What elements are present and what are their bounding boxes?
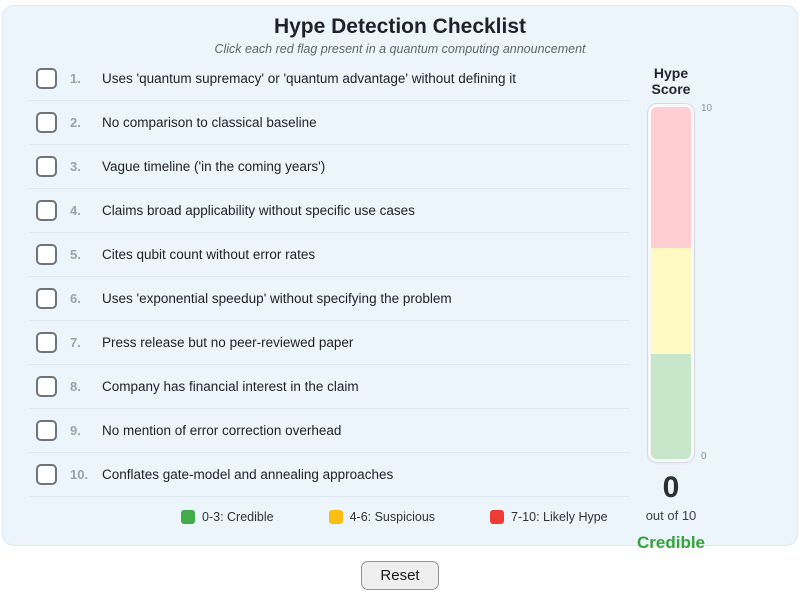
- hype-checklist-panel: Hype Detection Checklist Click each red …: [2, 5, 798, 552]
- item-number: 2.: [70, 115, 81, 131]
- item-checkbox[interactable]: [36, 156, 57, 178]
- checklist-item[interactable]: 10. Conflates gate-model and annealing ap…: [29, 453, 629, 498]
- gauge-wrap: 10 0: [648, 104, 712, 463]
- item-number: 7.: [70, 335, 81, 351]
- item-number: 8.: [70, 379, 81, 395]
- item-label: Cites qubit count without error rates: [102, 247, 316, 263]
- checklist-item[interactable]: 5. Cites qubit count without error rates: [29, 233, 629, 278]
- legend-item: 4-6: Suspicious: [328, 510, 436, 525]
- item-checkbox[interactable]: [36, 420, 57, 442]
- checklist-item[interactable]: 2. No comparison to classical baseline: [29, 101, 629, 146]
- checklist: 1. Uses 'quantum supremacy' or 'quantum a…: [29, 57, 629, 498]
- gauge-zone-4-6: [651, 248, 691, 354]
- legend: 0-3: Credible 4-6: Suspicious 7-10: Likely…: [29, 510, 629, 525]
- legend-item: 7-10: Likely Hype: [490, 510, 608, 525]
- legend-label: 7-10: Likely Hype: [511, 510, 608, 525]
- gauge-min-tick: 0: [701, 451, 707, 463]
- legend-swatch: [181, 510, 195, 525]
- item-number: 10.: [70, 467, 89, 483]
- item-number: 4.: [70, 203, 81, 219]
- score-caption: out of 10: [645, 508, 697, 524]
- page-title: Hype Detection Checklist: [273, 15, 527, 38]
- checklist-item[interactable]: 8. Company has financial interest in the …: [29, 365, 629, 410]
- item-number: 9.: [70, 423, 81, 439]
- item-number: 5.: [70, 247, 81, 263]
- item-label: Uses 'quantum supremacy' or 'quantum adv…: [102, 71, 517, 87]
- item-number: 1.: [70, 71, 81, 87]
- item-label: No comparison to classical baseline: [102, 115, 317, 131]
- header: Hype Detection Checklist Click each red …: [3, 6, 797, 56]
- item-checkbox[interactable]: [36, 68, 57, 90]
- item-number: 3.: [70, 159, 81, 175]
- item-checkbox[interactable]: [36, 244, 57, 266]
- item-label: No mention of error correction overhead: [102, 423, 342, 439]
- item-checkbox[interactable]: [36, 200, 57, 222]
- legend-swatch: [328, 510, 343, 525]
- checklist-item[interactable]: 1. Uses 'quantum supremacy' or 'quantum a…: [29, 57, 629, 102]
- legend-label: 4-6: Suspicious: [349, 510, 436, 525]
- checklist-item[interactable]: 3. Vague timeline ('in the coming years'): [29, 145, 629, 190]
- gauge-zone-0-3: [651, 353, 691, 460]
- item-label: Uses 'exponential speedup' without speci…: [102, 291, 452, 307]
- score-value: 0: [662, 471, 680, 505]
- item-label: Conflates gate-model and annealing appro…: [102, 467, 394, 483]
- item-label: Claims broad applicability without speci…: [102, 203, 415, 219]
- item-label: Company has financial interest in the cl…: [102, 379, 359, 395]
- item-label: Press release but no peer-reviewed paper: [102, 335, 354, 351]
- item-label: Vague timeline ('in the coming years'): [102, 159, 326, 175]
- checklist-column: 1. Uses 'quantum supremacy' or 'quantum a…: [29, 57, 629, 553]
- reset-button[interactable]: Reset: [361, 561, 439, 590]
- item-number: 6.: [70, 291, 81, 307]
- gauge-max-tick: 10: [701, 103, 713, 115]
- score-verdict: Credible: [636, 533, 706, 553]
- page-subtitle: Click each red flag present in a quantum…: [214, 42, 586, 57]
- gauge-zone-7-10: [651, 107, 691, 249]
- item-checkbox[interactable]: [36, 112, 57, 134]
- item-checkbox[interactable]: [36, 464, 57, 486]
- item-checkbox[interactable]: [36, 376, 57, 398]
- legend-swatch: [490, 510, 505, 525]
- hype-score-gauge: [648, 104, 694, 463]
- checklist-item[interactable]: 7. Press release but no peer-reviewed pap…: [29, 321, 629, 366]
- checklist-item[interactable]: 9. No mention of error correction overhea…: [29, 409, 629, 454]
- item-checkbox[interactable]: [36, 332, 57, 354]
- legend-item: 0-3: Credible: [181, 510, 274, 525]
- checklist-item[interactable]: 4. Claims broad applicability without spe…: [29, 189, 629, 234]
- content: 1. Uses 'quantum supremacy' or 'quantum a…: [3, 56, 797, 553]
- legend-label: 0-3: Credible: [202, 510, 274, 525]
- checklist-item[interactable]: 6. Uses 'exponential speedup' without spe…: [29, 277, 629, 322]
- gauge-column: Hype Score 10 0 0 out of 10 Credible: [629, 57, 713, 553]
- item-checkbox[interactable]: [36, 288, 57, 310]
- gauge-heading: Hype Score: [651, 65, 691, 98]
